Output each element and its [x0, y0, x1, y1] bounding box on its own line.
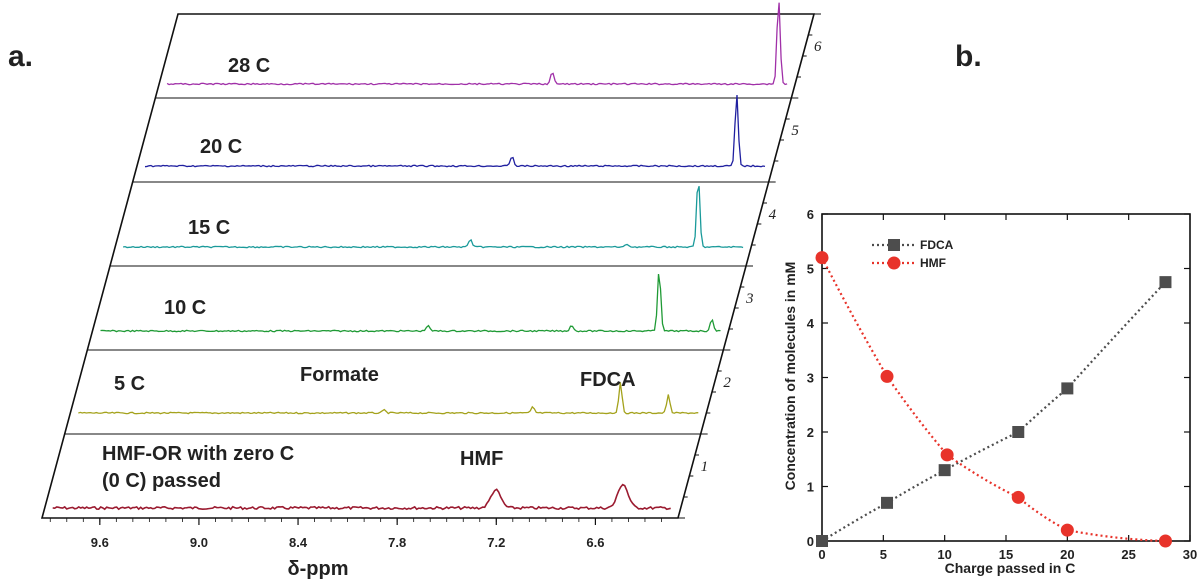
nmr-trace-index: 5 [791, 123, 799, 139]
fdca-annotation: FDCA [580, 369, 636, 391]
concentration-x-tick-label: 20 [1060, 547, 1074, 562]
nmr-trace-label-1-line: HMF-OR with zero C [102, 443, 294, 465]
legend-entry-hmf: HMF [920, 256, 946, 270]
concentration-x-tick-label: 10 [937, 547, 951, 562]
concentration-y-tick-label: 4 [807, 316, 815, 331]
nmr-x-axis-label: δ-ppm [287, 558, 348, 580]
concentration-fit-fdca [821, 281, 1167, 542]
hmf-annotation: HMF [460, 448, 503, 470]
concentration-x-tick-label: 0 [818, 547, 825, 562]
nmr-trace-5 [144, 94, 766, 168]
fdca-point [1061, 382, 1074, 395]
fdca-point [1159, 276, 1172, 289]
concentration-y-tick-label: 1 [807, 480, 814, 495]
concentration-y-tick-label: 2 [807, 425, 814, 440]
concentration-chart: 0 5 10 15 20 25 30 0 1 2 3 4 5 6 FDCA HMF Charge pass… [782, 207, 1197, 576]
nmr-traces [52, 2, 788, 511]
nmr-plot-frame [40, 13, 821, 519]
legend-square-marker [888, 239, 900, 251]
concentration-y-tick-label: 5 [807, 262, 814, 277]
concentration-data-points [815, 251, 1172, 548]
concentration-y-tick-label: 0 [807, 534, 814, 549]
nmr-trace-label: 10 C [164, 297, 206, 319]
formate-annotation: Formate [300, 364, 379, 386]
nmr-trace-index: 1 [701, 459, 709, 475]
nmr-x-tick-label: 9.6 [91, 535, 109, 550]
nmr-trace-3 [100, 273, 721, 333]
concentration-x-ticks: 0 5 10 15 20 25 30 [818, 214, 1197, 562]
nmr-trace-index: 2 [723, 375, 731, 391]
nmr-x-tick-label: 9.0 [190, 535, 208, 550]
nmr-x-tick-label: 7.8 [388, 535, 406, 550]
concentration-y-tick-label: 6 [807, 207, 814, 222]
hmf-point [815, 251, 829, 265]
nmr-trace-index: 4 [769, 207, 777, 223]
concentration-x-axis-label: Charge passed in C [945, 560, 1076, 576]
fdca-point [938, 464, 951, 477]
hmf-point [1158, 534, 1172, 548]
fdca-point [1012, 426, 1025, 438]
nmr-trace-index: 6 [814, 39, 822, 55]
hmf-point [880, 369, 894, 383]
nmr-trace-label: 15 C [188, 217, 230, 239]
concentration-y-tick-label: 3 [807, 371, 814, 386]
concentration-x-tick-label: 5 [880, 547, 887, 562]
nmr-trace-label-1-line: (0 C) passed [102, 470, 221, 492]
hmf-point [1011, 490, 1025, 504]
nmr-trace-index: 3 [745, 291, 754, 307]
nmr-trace-label: 28 C [228, 55, 270, 77]
nmr-trace-indices: 1 2 3 4 5 6 [701, 39, 822, 475]
panel-b-label: b. [955, 40, 982, 73]
nmr-trace-1 [52, 483, 671, 511]
nmr-x-tick-label: 7.2 [487, 535, 505, 550]
concentration-x-tick-label: 30 [1183, 547, 1197, 562]
concentration-y-ticks: 0 1 2 3 4 5 6 [807, 207, 1190, 549]
fdca-point [816, 535, 828, 547]
concentration-fit-lines [821, 257, 1167, 543]
hmf-point [940, 448, 954, 462]
nmr-trace-labels: HMF-OR with zero C (0 C) passed 5 C 10 C 15 … [102, 55, 294, 492]
nmr-trace-4 [122, 185, 744, 249]
nmr-spectra-chart: HMF-OR with zero C (0 C) passed 5 C 10 C 15 … [40, 2, 822, 580]
nmr-x-ticks: 9.6 9.0 8.4 7.8 7.2 6.6 [49, 518, 662, 550]
panel-a-label: a. [8, 40, 33, 73]
nmr-x-tick-label: 8.4 [289, 535, 308, 550]
legend-circle-marker [887, 256, 901, 270]
nmr-trace-2 [78, 382, 699, 415]
legend-entry-fdca: FDCA [920, 238, 954, 252]
concentration-x-tick-label: 25 [1121, 547, 1135, 562]
concentration-x-tick-label: 15 [999, 547, 1013, 562]
nmr-trace-label: 20 C [200, 136, 242, 158]
hmf-point [1060, 523, 1074, 537]
concentration-fit-hmf [821, 257, 1166, 543]
fdca-point [881, 496, 894, 509]
concentration-y-axis-label: Concentration of molecules in mM [782, 262, 798, 491]
nmr-trace-6 [166, 2, 788, 86]
nmr-trace-label: 5 C [114, 373, 145, 395]
nmr-x-tick-label: 6.6 [586, 535, 604, 550]
concentration-legend: FDCA HMF [872, 238, 954, 270]
